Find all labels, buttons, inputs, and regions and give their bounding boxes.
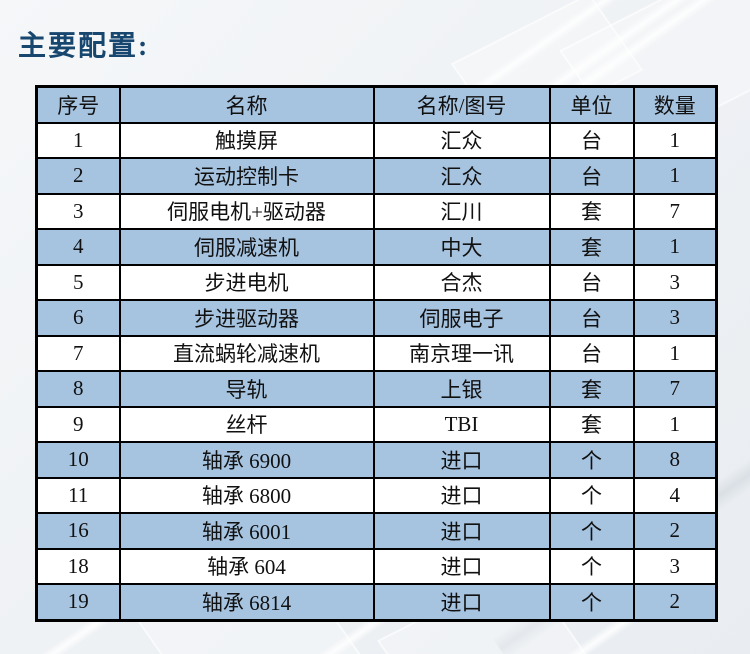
cell-no: 2 [35,157,121,195]
cell-no: 6 [35,299,121,337]
cell-name: 导轨 [118,370,375,408]
page-title: 主要配置: [18,31,150,62]
table-row: 18 轴承 604 进口 个 3 [35,547,718,585]
cell-qty: 1 [632,121,718,159]
cell-name: 伺服减速机 [118,228,375,266]
cell-qty: 7 [632,370,718,408]
cell-brand: 汇众 [372,121,551,159]
cell-name: 轴承 6001 [118,512,375,550]
cell-no: 19 [35,583,121,621]
cell-no: 3 [35,192,121,230]
cell-brand: 进口 [372,512,551,550]
cell-name: 轴承 604 [118,547,375,585]
cell-brand: 进口 [372,476,551,514]
table-row: 16 轴承 6001 进口 个 2 [35,512,718,550]
cell-qty: 3 [632,547,718,585]
cell-brand: 合杰 [372,263,551,301]
cell-unit: 台 [548,263,635,301]
table-row: 5 步进电机 合杰 台 3 [35,263,718,301]
cell-unit: 套 [548,228,635,266]
cell-brand: 进口 [372,547,551,585]
table-row: 1 触摸屏 汇众 台 1 [35,121,718,159]
table-row: 7 直流蜗轮减速机 南京理一讯 台 1 [35,334,718,372]
cell-qty: 2 [632,512,718,550]
cell-brand: 南京理一讯 [372,334,551,372]
cell-no: 10 [35,441,121,479]
table-row: 11 轴承 6800 进口 个 4 [35,476,718,514]
cell-unit: 台 [548,334,635,372]
table-header-row: 序号 名称 名称/图号 单位 数量 [35,85,718,124]
cell-qty: 1 [632,405,718,443]
cell-qty: 4 [632,476,718,514]
cell-qty: 3 [632,299,718,337]
config-table: 序号 名称 名称/图号 单位 数量 1 触摸屏 汇众 台 1 2 运动控制卡 汇… [35,85,718,622]
cell-no: 1 [35,121,121,159]
cell-name: 轴承 6814 [118,583,375,621]
table-row: 10 轴承 6900 进口 个 8 [35,441,718,479]
table-row: 4 伺服减速机 中大 套 1 [35,228,718,266]
cell-qty: 1 [632,157,718,195]
cell-qty: 8 [632,441,718,479]
cell-unit: 台 [548,299,635,337]
cell-name: 轴承 6900 [118,441,375,479]
table-row: 6 步进驱动器 伺服电子 台 3 [35,299,718,337]
cell-brand: TBI [372,405,551,443]
cell-no: 5 [35,263,121,301]
cell-name: 步进电机 [118,263,375,301]
cell-no: 9 [35,405,121,443]
cell-brand: 汇川 [372,192,551,230]
cell-name: 伺服电机+驱动器 [118,192,375,230]
cell-unit: 台 [548,121,635,159]
cell-brand: 中大 [372,228,551,266]
table-row: 2 运动控制卡 汇众 台 1 [35,157,718,195]
cell-unit: 台 [548,157,635,195]
cell-brand: 上银 [372,370,551,408]
cell-no: 16 [35,512,121,550]
cell-name: 丝杆 [118,405,375,443]
table-row: 9 丝杆 TBI 套 1 [35,405,718,443]
cell-no: 11 [35,476,121,514]
table-row: 19 轴承 6814 进口 个 2 [35,583,718,621]
cell-no: 8 [35,370,121,408]
cell-no: 7 [35,334,121,372]
cell-qty: 3 [632,263,718,301]
cell-name: 轴承 6800 [118,476,375,514]
header-no: 序号 [35,85,121,124]
cell-unit: 套 [548,405,635,443]
cell-brand: 汇众 [372,157,551,195]
cell-brand: 进口 [372,441,551,479]
cell-no: 18 [35,547,121,585]
cell-unit: 个 [548,583,635,621]
cell-name: 步进驱动器 [118,299,375,337]
cell-name: 触摸屏 [118,121,375,159]
header-qty: 数量 [632,85,718,124]
cell-brand: 进口 [372,583,551,621]
cell-qty: 1 [632,334,718,372]
cell-unit: 个 [548,512,635,550]
cell-unit: 个 [548,441,635,479]
cell-unit: 套 [548,192,635,230]
cell-unit: 套 [548,370,635,408]
cell-unit: 个 [548,476,635,514]
cell-qty: 2 [632,583,718,621]
header-name: 名称 [118,85,375,124]
cell-name: 直流蜗轮减速机 [118,334,375,372]
header-unit: 单位 [548,85,635,124]
header-brand: 名称/图号 [372,85,551,124]
table-row: 8 导轨 上银 套 7 [35,370,718,408]
cell-brand: 伺服电子 [372,299,551,337]
cell-no: 4 [35,228,121,266]
cell-qty: 1 [632,228,718,266]
cell-unit: 个 [548,547,635,585]
cell-qty: 7 [632,192,718,230]
table-row: 3 伺服电机+驱动器 汇川 套 7 [35,192,718,230]
cell-name: 运动控制卡 [118,157,375,195]
